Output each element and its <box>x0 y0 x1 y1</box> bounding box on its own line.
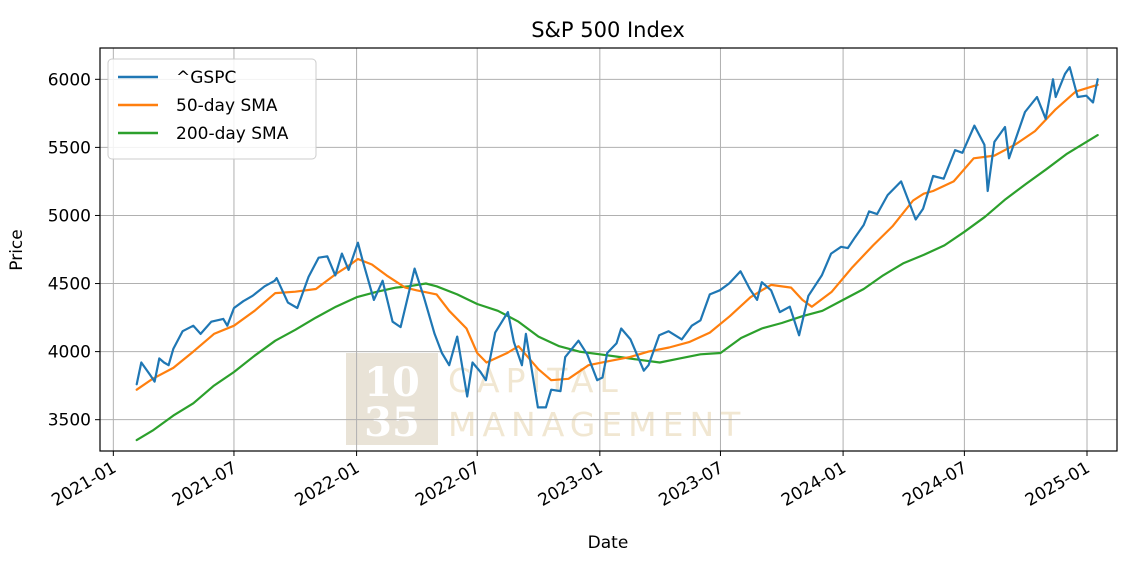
y-tick-label: 5500 <box>48 138 91 158</box>
legend-label: 200-day SMA <box>176 124 289 144</box>
x-tick-label: 2022-01 <box>292 458 364 511</box>
series-layer <box>135 65 1099 442</box>
y-tick-label: 6000 <box>48 70 91 90</box>
chart-title: S&P 500 Index <box>531 18 685 42</box>
legend-label: 50-day SMA <box>176 96 278 116</box>
legend-label: ^GSPC <box>176 68 236 88</box>
x-tick-label: 2024-01 <box>778 458 850 511</box>
x-axis-ticks: 2021-01 2021-07 2022-01 2022-07 2023-01 2023-… <box>48 451 1094 511</box>
y-axis-ticks: 3500 4000 4500 5000 5500 6000 <box>48 70 100 431</box>
series-line-gspc <box>135 65 1099 409</box>
x-tick-label: 2024-07 <box>899 458 971 511</box>
y-tick-label: 5000 <box>48 206 91 226</box>
series-line-50-day-sma <box>135 83 1099 391</box>
plot-frame <box>99 47 1118 452</box>
series-line-200-day-sma <box>135 134 1099 442</box>
x-axis-title: Date <box>588 533 629 553</box>
x-tick-label: 2023-01 <box>535 458 607 511</box>
watermark-word-bottom: MANAGEMENT <box>448 405 746 444</box>
y-tick-label: 4500 <box>48 275 91 295</box>
x-tick-label: 2021-07 <box>169 458 241 511</box>
x-tick-label: 2022-07 <box>412 458 484 511</box>
watermark-number-top: 10 <box>364 359 420 406</box>
legend: ^GSPC 50-day SMA 200-day SMA <box>107 58 317 160</box>
watermark-logo-box <box>346 353 438 445</box>
y-tick-label: 4000 <box>48 343 91 363</box>
x-tick-label: 2025-01 <box>1022 458 1094 511</box>
y-tick-label: 3500 <box>48 411 91 431</box>
x-tick-label: 2023-07 <box>655 458 727 511</box>
x-tick-label: 2021-01 <box>48 458 120 511</box>
legend-box <box>107 58 317 160</box>
watermark-number-bottom: 35 <box>364 399 420 446</box>
y-axis-title: Price <box>7 229 27 270</box>
watermark: 10 35 CAPITAL MANAGEMENT <box>346 353 746 446</box>
